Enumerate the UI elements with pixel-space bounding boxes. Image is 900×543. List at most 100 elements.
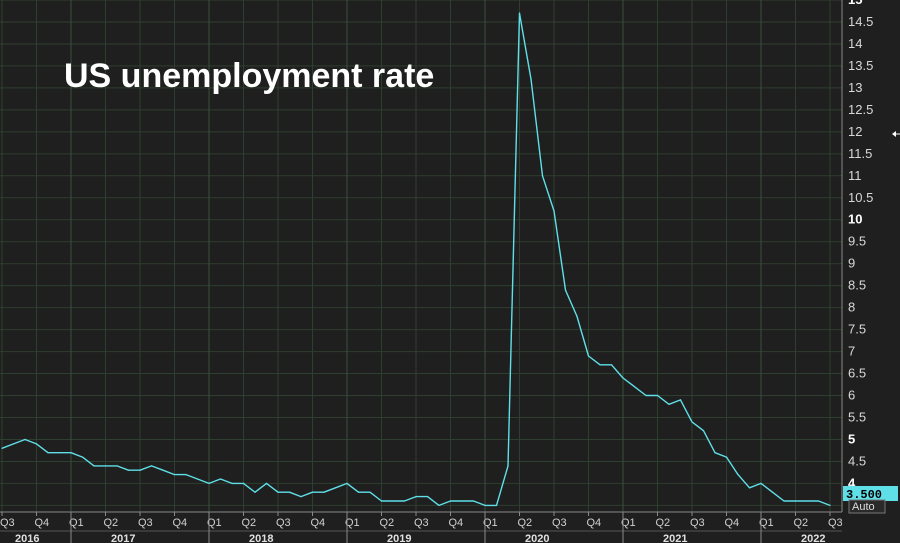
x-quarter-label: Q4: [311, 517, 326, 529]
data-point: [679, 399, 682, 401]
x-year-label: 2016: [15, 533, 39, 543]
x-quarter-label: Q1: [207, 517, 222, 529]
y-tick-label: 7: [848, 344, 855, 359]
y-tick-label: 14: [848, 36, 862, 51]
x-tick-labels: Q3 Q4 Q1 Q2 Q3 Q4 Q1 Q2 Q3 Q4 Q1 Q2 Q3 Q4 Q1 Q2 Q3 Q4 Q1 Q2…: [0, 512, 843, 543]
y-tick-label: 6.5: [848, 366, 866, 381]
data-point: [254, 491, 256, 493]
data-point: [541, 175, 544, 177]
x-quarter-label: Q3: [552, 517, 567, 529]
data-point: [162, 469, 164, 471]
data-point: [392, 500, 394, 502]
y-tick-label: 9: [848, 256, 855, 271]
y-tick-label: 8.5: [848, 278, 866, 293]
y-tick-label: 14.5: [848, 14, 873, 29]
last-value-badge-bg: [843, 486, 898, 501]
data-point: [484, 504, 486, 506]
data-point: [610, 364, 613, 366]
data-point: [622, 377, 624, 379]
data-point: [323, 491, 325, 493]
data-point: [231, 482, 233, 484]
y-tick-label: 12: [848, 124, 862, 139]
y-tick-label: 15: [848, 0, 862, 7]
data-point: [116, 465, 118, 467]
data-point: [564, 289, 567, 291]
y-tick-label: 11.5: [848, 146, 872, 161]
data-point: [518, 12, 521, 14]
crosshair-marker-head: [892, 131, 896, 137]
x-quarter-label: Q1: [759, 517, 774, 529]
x-quarter-label: Q4: [35, 517, 50, 529]
data-point: [760, 482, 762, 484]
data-point: [794, 500, 797, 502]
data-point: [599, 364, 601, 366]
x-quarter-label: Q2: [656, 517, 671, 529]
data-point: [127, 469, 130, 471]
data-point: [714, 452, 716, 454]
x-quarter-label: Q3: [0, 517, 15, 529]
data-point: [12, 443, 15, 445]
data-point: [783, 500, 785, 502]
data-point: [449, 500, 452, 502]
crosshair-marker-icon[interactable]: [892, 131, 900, 137]
y-tick-label: 6: [848, 388, 855, 403]
x-quarter-label: Q1: [621, 517, 636, 529]
y-tick-labels: 3.544.555.566.577.588.599.51010.51111.51…: [848, 0, 873, 512]
data-point: [139, 469, 141, 471]
data-point: [737, 474, 739, 476]
x-quarter-label: Q4: [449, 517, 464, 529]
data-point: [173, 474, 176, 476]
data-point: [587, 355, 590, 357]
data-point: [633, 386, 636, 388]
x-quarter-label: Q4: [587, 517, 602, 529]
last-value-label: 3.500: [846, 488, 882, 502]
data-point: [472, 500, 475, 502]
y-tick-label: 4.5: [848, 453, 866, 468]
data-point: [242, 482, 245, 484]
series-layer: [1, 12, 831, 507]
x-quarter-label: Q2: [518, 517, 533, 529]
x-quarter-label: Q3: [276, 517, 291, 529]
y-tick-label: 13.5: [848, 58, 873, 73]
data-point: [702, 430, 705, 432]
y-tick-label: 7.5: [848, 322, 866, 337]
x-quarter-label: Q2: [242, 517, 257, 529]
auto-button-frame[interactable]: [848, 499, 886, 514]
data-point: [461, 500, 463, 502]
y-tick-label: 12.5: [848, 102, 873, 117]
x-quarter-label: Q2: [104, 517, 119, 529]
grid-layer: [0, 0, 842, 512]
data-point: [346, 482, 348, 484]
y-tick-label: 5.5: [848, 410, 866, 425]
data-point: [208, 482, 210, 484]
data-point: [35, 443, 38, 445]
auto-button-label[interactable]: Auto: [852, 501, 875, 513]
data-point: [668, 403, 670, 405]
data-point: [415, 496, 417, 498]
auto-button[interactable]: Auto: [848, 499, 886, 514]
data-point: [380, 500, 383, 502]
x-quarter-label: Q4: [173, 517, 188, 529]
data-point: [725, 456, 728, 458]
data-point: [656, 394, 659, 397]
y-tick-label: 11: [848, 168, 862, 183]
y-tick-label: 10.5: [848, 190, 873, 205]
data-point: [81, 456, 84, 458]
data-point: [817, 500, 820, 502]
x-year-label: 2022: [801, 533, 825, 543]
data-point: [369, 491, 371, 493]
data-point: [334, 487, 337, 489]
y-tick-label: 5: [848, 431, 855, 446]
data-point: [771, 491, 774, 493]
data-point: [530, 78, 532, 80]
data-point: [300, 496, 302, 498]
data-point: [507, 465, 509, 467]
data-point: [58, 452, 61, 454]
data-point: [495, 504, 498, 506]
y-tick-label: 8: [848, 300, 855, 315]
data-point: [645, 394, 647, 397]
x-year-label: 2017: [111, 533, 135, 543]
y-tick-label: 10: [848, 212, 862, 227]
x-quarter-label: Q3: [828, 517, 843, 529]
